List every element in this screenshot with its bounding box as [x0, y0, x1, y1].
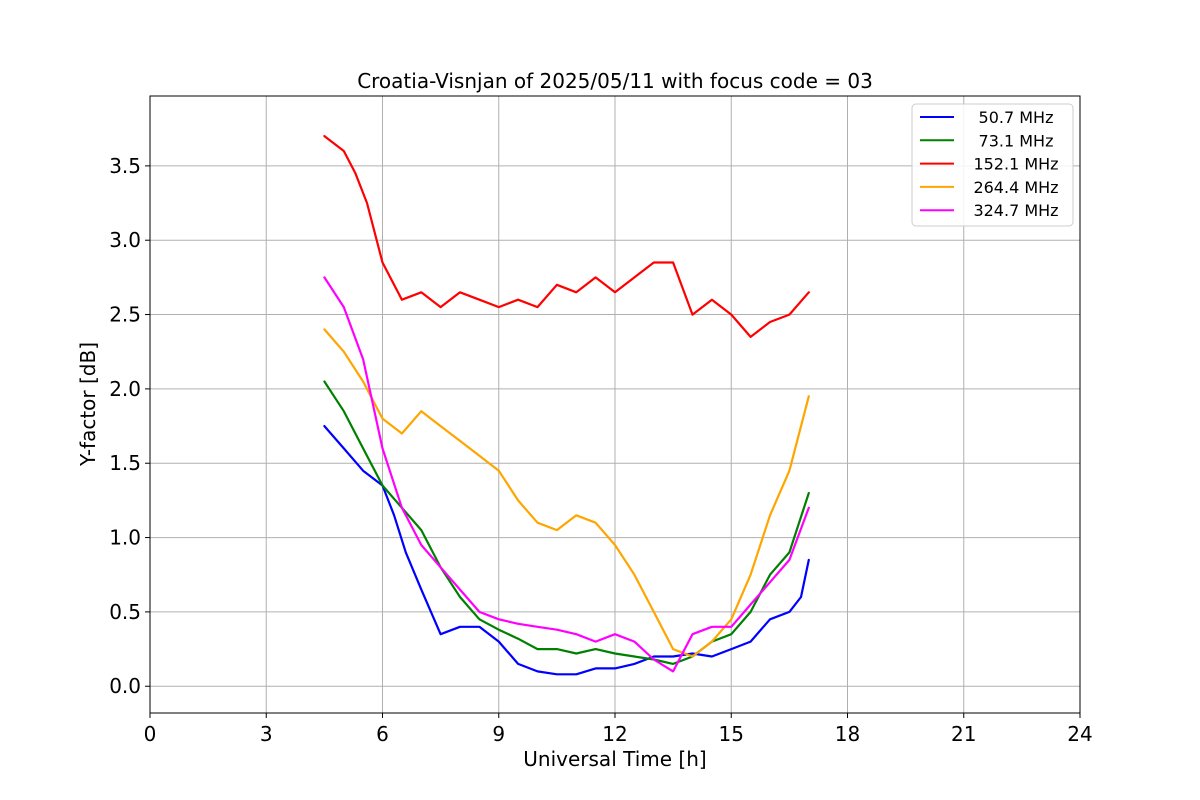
legend-box: [911, 103, 1074, 227]
x-tick-label: 3: [260, 722, 273, 746]
legend-label: 264.4 MHz: [973, 178, 1058, 197]
y-tick-label: 2.5: [109, 303, 141, 327]
series-lines: [323, 135, 810, 676]
y-axis-label: Y-factor [dB]: [76, 342, 100, 467]
x-axis-label: Universal Time [h]: [523, 747, 706, 771]
y-tick-label: 2.0: [109, 377, 141, 401]
legend: 50.7 MHz 73.1 MHz 152.1 MHz 264.4 MHz 324.7 …: [911, 103, 1074, 227]
x-tick-label: 9: [492, 722, 505, 746]
x-tick-label: 12: [602, 722, 627, 746]
legend-label: 73.1 MHz: [979, 131, 1054, 150]
x-tick-label: 0: [144, 722, 157, 746]
x-tick-label: 21: [951, 722, 976, 746]
x-tick-label: 24: [1067, 722, 1092, 746]
y-ticks: 0.0 0.5 1.0 1.5 2.0 2.5 3.0 3.5: [109, 154, 150, 698]
series-line-324-7-mhz: [323, 276, 810, 673]
y-tick-label: 0.0: [109, 674, 141, 698]
legend-label: 152.1 MHz: [973, 155, 1058, 174]
x-tick-label: 15: [719, 722, 744, 746]
x-tick-label: 18: [835, 722, 860, 746]
series-line-50-7-mhz: [323, 425, 810, 676]
y-tick-label: 0.5: [109, 600, 141, 624]
grid: [149, 96, 1081, 713]
legend-label: 324.7 MHz: [973, 201, 1058, 220]
x-ticks: 0 3 6 9 12 15 18 21 24: [144, 713, 1093, 746]
chart-title: Croatia-Visnjan of 2025/05/11 with focus…: [357, 69, 873, 93]
y-tick-label: 1.5: [109, 451, 141, 475]
y-tick-label: 3.5: [109, 154, 141, 178]
legend-label: 50.7 MHz: [979, 108, 1054, 127]
series-line-152-1-mhz: [323, 135, 810, 338]
y-tick-label: 1.0: [109, 526, 141, 550]
y-tick-label: 3.0: [109, 228, 141, 252]
x-tick-label: 6: [376, 722, 389, 746]
series-line-73-1-mhz: [323, 380, 810, 666]
series-line-264-4-mhz: [323, 328, 810, 658]
